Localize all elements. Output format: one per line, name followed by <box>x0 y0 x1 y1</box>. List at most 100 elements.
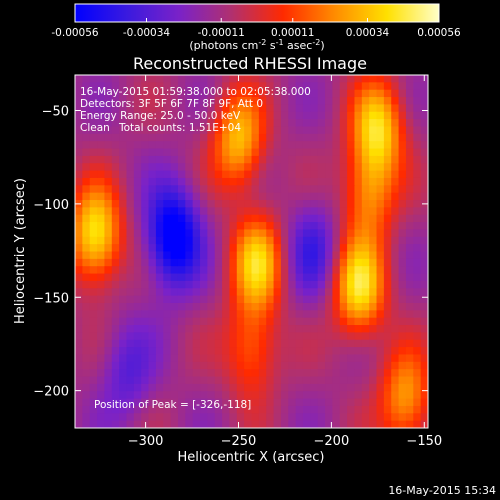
heatmap-cell <box>104 347 113 356</box>
heatmap-cell <box>82 104 91 113</box>
heatmap-cell <box>104 244 113 253</box>
heatmap-cell <box>133 295 142 304</box>
heatmap-cell <box>413 214 422 223</box>
heatmap-cell <box>207 266 216 275</box>
heatmap-cell <box>302 141 311 150</box>
heatmap-cell <box>376 89 385 98</box>
heatmap-cell <box>104 405 113 414</box>
heatmap-cell <box>339 229 348 238</box>
heatmap-cell <box>391 75 400 83</box>
heatmap-cell <box>420 369 428 378</box>
heatmap-cell <box>413 413 422 422</box>
heatmap-cell <box>214 295 223 304</box>
heatmap-cell <box>111 104 120 113</box>
heatmap-cell <box>332 155 341 164</box>
heatmap-cell <box>317 369 326 378</box>
heatmap-cell <box>295 398 304 407</box>
heatmap-cell <box>332 148 341 157</box>
heatmap-cell <box>89 310 98 319</box>
heatmap-cell <box>302 310 311 319</box>
heatmap-cell <box>229 420 238 428</box>
heatmap-cell <box>236 354 245 363</box>
heatmap-cell <box>383 347 392 356</box>
heatmap-cell <box>258 325 267 333</box>
heatmap-cell <box>295 192 304 201</box>
heatmap-cell <box>97 155 106 164</box>
heatmap-cell <box>288 295 297 304</box>
heatmap-cell <box>376 273 385 282</box>
heatmap-cell <box>207 141 216 150</box>
y-tick-label: −200 <box>33 385 69 400</box>
heatmap-cell <box>97 185 106 194</box>
heatmap-cell <box>111 354 120 363</box>
heatmap-cell <box>214 354 223 363</box>
heatmap-cell <box>405 185 414 194</box>
heatmap-cell <box>288 148 297 157</box>
heatmap-cell <box>288 104 297 113</box>
heatmap-cell <box>251 82 260 91</box>
heatmap-cell <box>391 376 400 385</box>
heatmap-cell <box>413 317 422 326</box>
heatmap-cell <box>339 214 348 223</box>
heatmap-cell <box>170 361 179 370</box>
colorbar-units: (photons cm-2 s-1 asec-2) <box>189 38 324 52</box>
heatmap-cell <box>413 141 422 150</box>
heatmap-cell <box>111 207 120 216</box>
heatmap-cell <box>288 82 297 91</box>
heatmap-cell <box>266 155 275 164</box>
heatmap-cell <box>185 398 194 407</box>
heatmap-cell <box>258 111 267 120</box>
heatmap-cell <box>200 244 208 253</box>
heatmap-cell <box>258 133 267 142</box>
heatmap-cell <box>339 192 348 201</box>
heatmap-cell <box>185 119 194 128</box>
heatmap-cell <box>354 325 363 333</box>
heatmap-cell <box>369 361 378 370</box>
heatmap-cell <box>369 258 378 267</box>
heatmap-cell <box>376 170 385 179</box>
heatmap-cell <box>383 413 392 422</box>
heatmap-cell <box>332 104 341 113</box>
heatmap-cell <box>148 97 157 106</box>
heatmap-cell <box>185 111 194 120</box>
heatmap-cell <box>170 258 179 267</box>
heatmap-cell <box>141 82 150 91</box>
heatmap-cell <box>163 413 172 422</box>
heatmap-cell <box>222 347 231 356</box>
heatmap-cell <box>325 295 333 304</box>
heatmap-cell <box>133 222 142 231</box>
heatmap-cell <box>258 413 267 422</box>
heatmap-cell <box>273 97 282 106</box>
heatmap-cell <box>339 170 348 179</box>
heatmap-cell <box>339 420 348 428</box>
heatmap-cell <box>383 170 392 179</box>
heatmap-cell <box>369 405 378 414</box>
heatmap-cell <box>170 339 179 348</box>
heatmap-cell <box>141 302 150 311</box>
heatmap-cell <box>104 82 113 91</box>
heatmap-cell <box>222 229 231 238</box>
heatmap-cell <box>391 354 400 363</box>
heatmap-cell <box>200 354 208 363</box>
heatmap-cell <box>89 229 98 238</box>
heatmap-cell <box>251 258 260 267</box>
heatmap-cell <box>280 185 289 194</box>
heatmap-cell <box>177 420 186 428</box>
heatmap-cell <box>148 170 157 179</box>
heatmap-cell <box>310 192 319 201</box>
heatmap-cell <box>141 185 150 194</box>
heatmap-cell <box>266 413 275 422</box>
heatmap-cell <box>163 391 172 400</box>
heatmap-cell <box>405 302 414 311</box>
heatmap-cell <box>354 141 363 150</box>
heatmap-cell <box>170 317 179 326</box>
heatmap-cell <box>317 148 326 157</box>
heatmap-cell <box>361 155 370 164</box>
heatmap-cell <box>214 420 223 428</box>
heatmap-cell <box>258 302 267 311</box>
info-overlay: 16-May-2015 01:59:38.000 to 02:05:38.000… <box>80 86 311 411</box>
heatmap-cell <box>133 391 142 400</box>
heatmap-cell <box>192 89 201 98</box>
heatmap-cell <box>177 207 186 216</box>
heatmap-cell <box>244 185 253 194</box>
